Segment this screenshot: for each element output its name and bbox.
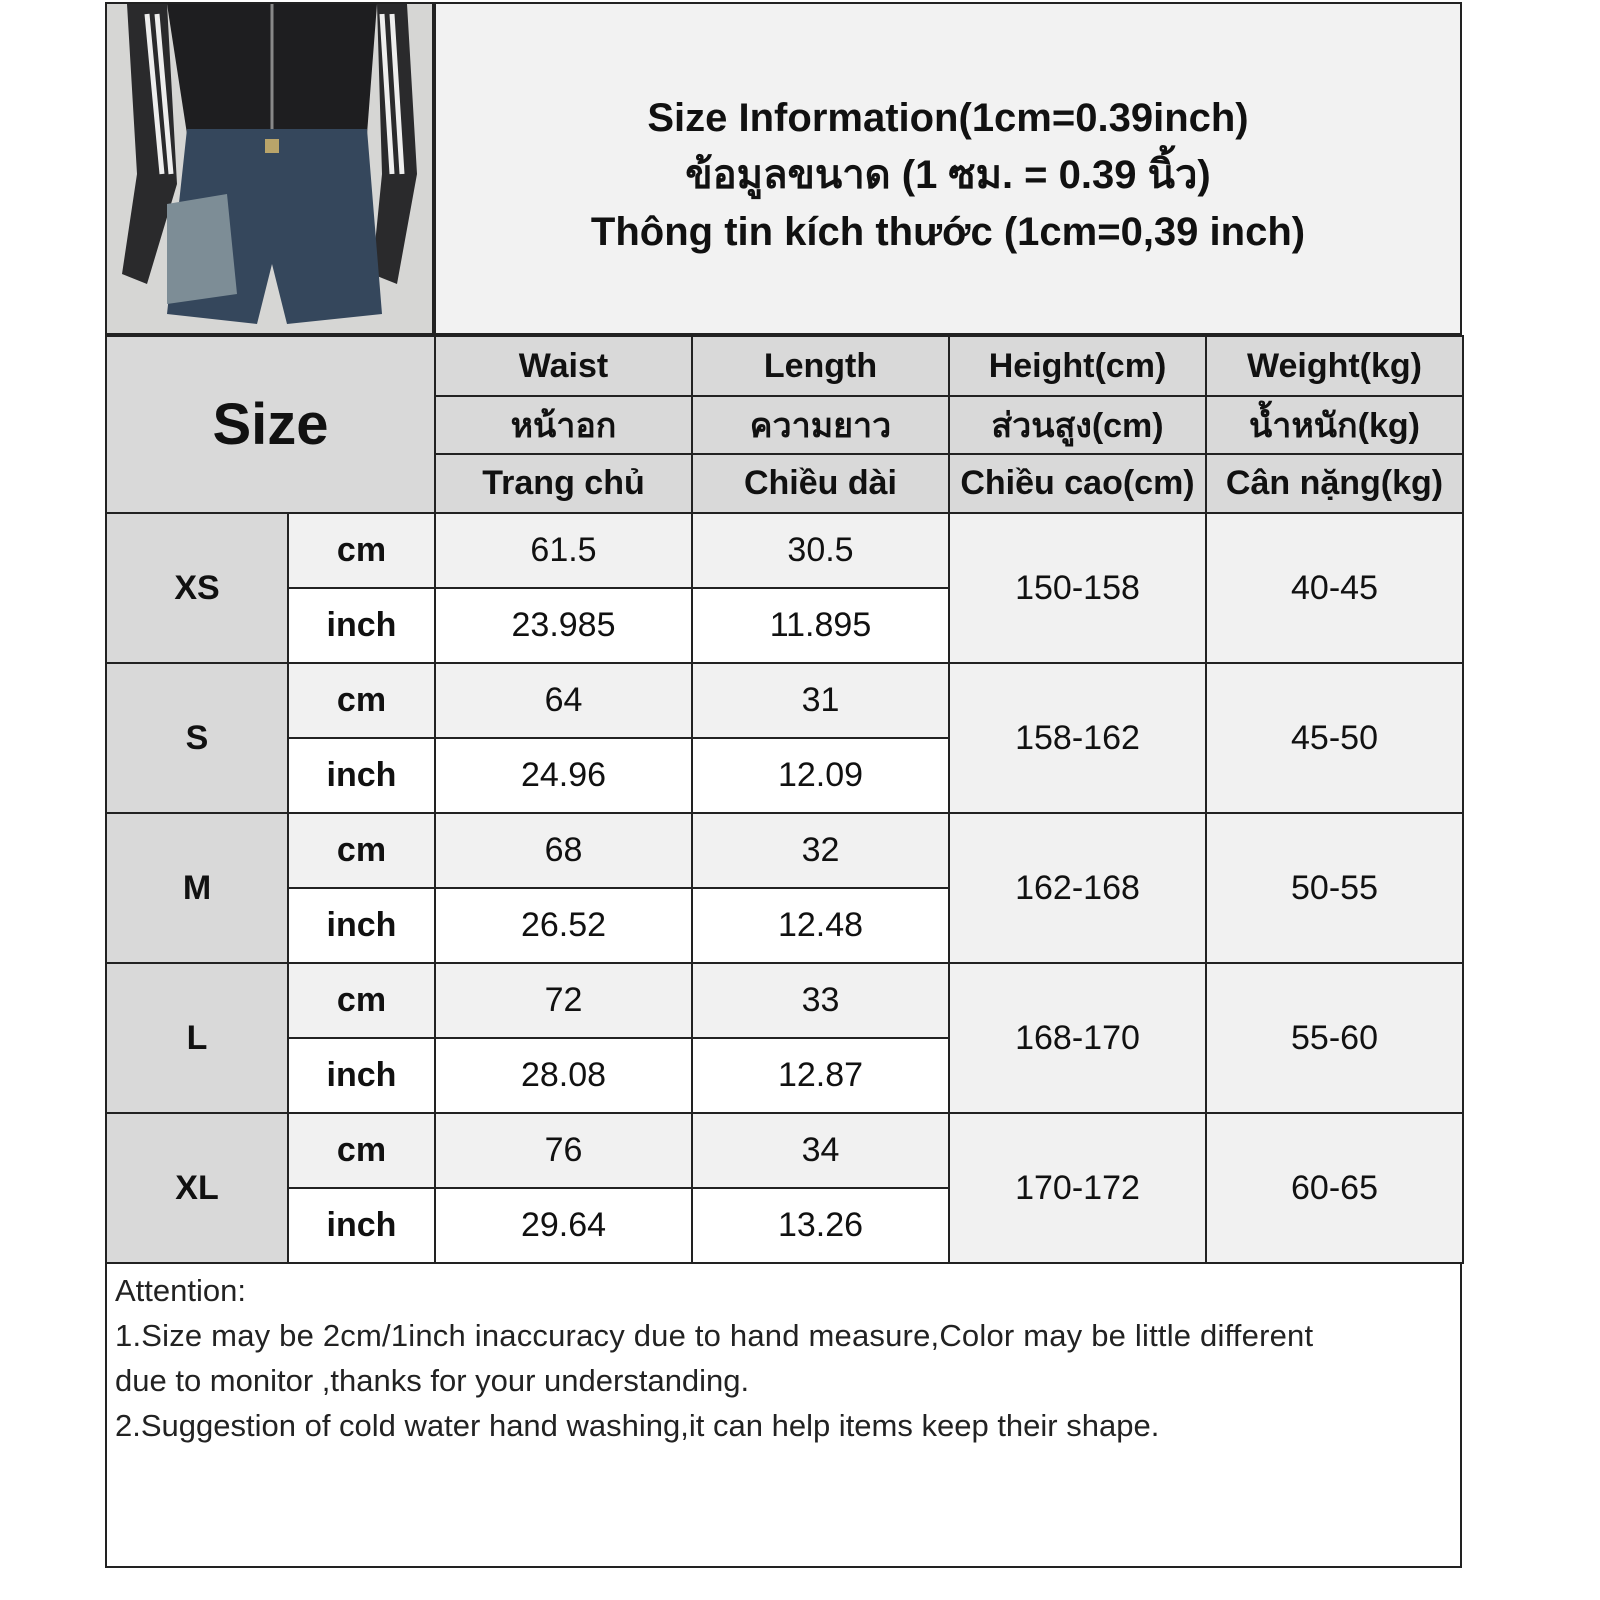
column-header-vi: Cân nặng(kg): [1205, 453, 1464, 514]
waist-inch-value: 28.08: [434, 1037, 693, 1114]
column-header-vi: Chiều cao(cm): [948, 453, 1207, 514]
height-range: 162-168: [948, 812, 1207, 964]
title-thai: ข้อมูลขนาด (1 ซม. = 0.39 นิ้ว): [685, 153, 1211, 197]
waist-inch-value: 29.64: [434, 1187, 693, 1264]
notes-heading: Attention:: [115, 1273, 246, 1308]
size-label: XS: [105, 512, 289, 664]
height-range: 150-158: [948, 512, 1207, 664]
column-header-en: Waist: [434, 335, 693, 397]
weight-range: 50-55: [1205, 812, 1464, 964]
column-header-en: Weight(kg): [1205, 335, 1464, 397]
waist-cm-value: 76: [434, 1112, 693, 1189]
height-range: 170-172: [948, 1112, 1207, 1264]
column-header-en: Height(cm): [948, 335, 1207, 397]
unit-cm-label: cm: [287, 962, 436, 1039]
waist-inch-value: 23.985: [434, 587, 693, 664]
size-information-title: Size Information(1cm=0.39inch) ข้อมูลขนา…: [434, 2, 1462, 335]
unit-inch-label: inch: [287, 587, 436, 664]
column-header-en: Length: [691, 335, 950, 397]
unit-cm-label: cm: [287, 512, 436, 589]
waist-cm-value: 61.5: [434, 512, 693, 589]
length-cm-value: 31: [691, 662, 950, 739]
column-header-th: หน้าอก: [434, 395, 693, 455]
unit-inch-label: inch: [287, 1187, 436, 1264]
length-inch-value: 13.26: [691, 1187, 950, 1264]
size-label: L: [105, 962, 289, 1114]
title-vietnamese: Thông tin kích thước (1cm=0,39 inch): [590, 210, 1306, 254]
column-header-vi: Chiều dài: [691, 453, 950, 514]
unit-inch-label: inch: [287, 737, 436, 814]
length-cm-value: 32: [691, 812, 950, 889]
height-range: 158-162: [948, 662, 1207, 814]
unit-inch-label: inch: [287, 887, 436, 964]
length-inch-value: 12.09: [691, 737, 950, 814]
note-line-3: 2.Suggestion of cold water hand washing,…: [115, 1408, 1160, 1443]
weight-range: 40-45: [1205, 512, 1464, 664]
size-label: S: [105, 662, 289, 814]
length-cm-value: 34: [691, 1112, 950, 1189]
size-header: Size: [105, 335, 436, 514]
size-label: XL: [105, 1112, 289, 1264]
length-inch-value: 12.48: [691, 887, 950, 964]
waist-cm-value: 64: [434, 662, 693, 739]
height-range: 168-170: [948, 962, 1207, 1114]
weight-range: 60-65: [1205, 1112, 1464, 1264]
waist-inch-value: 26.52: [434, 887, 693, 964]
waist-cm-value: 68: [434, 812, 693, 889]
attention-notes: Attention: 1.Size may be 2cm/1inch inacc…: [105, 1262, 1462, 1568]
product-photo: [105, 2, 434, 335]
unit-cm-label: cm: [287, 1112, 436, 1189]
size-label: M: [105, 812, 289, 964]
model-denim-shorts-image: [107, 4, 432, 333]
length-cm-value: 33: [691, 962, 950, 1039]
column-header-th: ส่วนสูง(cm): [948, 395, 1207, 455]
length-inch-value: 12.87: [691, 1037, 950, 1114]
unit-inch-label: inch: [287, 1037, 436, 1114]
waist-inch-value: 24.96: [434, 737, 693, 814]
weight-range: 45-50: [1205, 662, 1464, 814]
unit-cm-label: cm: [287, 662, 436, 739]
note-line-2: due to monitor ,thanks for your understa…: [115, 1363, 750, 1398]
note-line-1: 1.Size may be 2cm/1inch inaccuracy due t…: [115, 1318, 1314, 1353]
column-header-vi: Trang chủ: [434, 453, 693, 514]
waist-cm-value: 72: [434, 962, 693, 1039]
weight-range: 55-60: [1205, 962, 1464, 1114]
unit-cm-label: cm: [287, 812, 436, 889]
column-header-th: น้ำหนัก(kg): [1205, 395, 1464, 455]
title-english: Size Information(1cm=0.39inch): [647, 96, 1249, 140]
length-cm-value: 30.5: [691, 512, 950, 589]
column-header-th: ความยาว: [691, 395, 950, 455]
length-inch-value: 11.895: [691, 587, 950, 664]
